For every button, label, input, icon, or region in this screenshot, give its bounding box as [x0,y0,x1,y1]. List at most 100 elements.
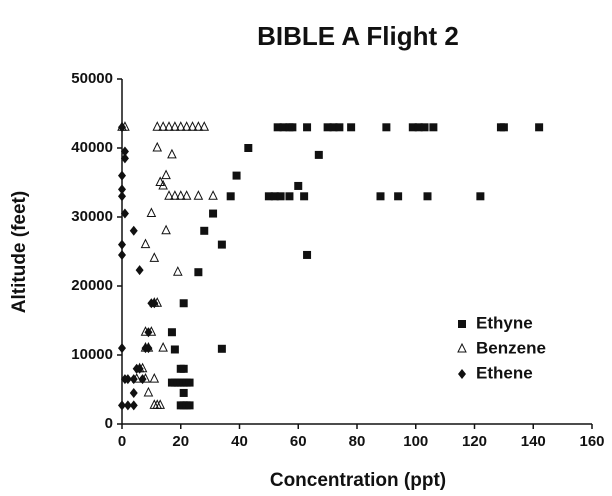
point [161,224,171,235]
x-tick-label: 120 [462,433,487,450]
point [118,239,126,250]
x-tick-label: 100 [403,433,428,450]
point [146,207,157,218]
point [152,121,163,131]
point [138,374,147,385]
point [143,386,154,397]
point [158,179,168,190]
point [167,148,177,159]
x-tick-label: 20 [172,433,189,450]
legend-label: Ethene [476,363,533,382]
point [294,181,303,190]
y-axis-label: Altitude (feet) [9,191,30,313]
point [129,400,138,411]
x-tick-label: 60 [290,433,307,450]
point [167,328,176,337]
point [181,190,192,200]
point [164,121,174,131]
point [181,121,192,131]
point [179,364,188,373]
point [217,344,226,353]
point [420,123,429,132]
point [199,121,210,131]
point [118,343,126,354]
point [414,123,423,132]
point [323,123,332,132]
point [314,150,323,159]
point [123,400,132,411]
point [155,399,165,409]
point [476,192,485,201]
point [285,192,294,201]
point [118,170,126,181]
point [200,226,209,235]
point [152,141,163,152]
chart-title: BIBLE A Flight 2 [257,21,459,51]
point [164,190,174,200]
point [170,190,180,200]
point [120,208,129,219]
point [303,123,312,132]
point [226,192,235,201]
point [535,123,544,132]
x-tick-label: 140 [521,433,546,450]
point [382,123,391,132]
point [179,388,188,397]
point [185,401,194,410]
point [264,192,273,201]
x-axis-label: Concentration (ppt) [270,470,446,491]
point [217,240,226,249]
point [118,122,126,133]
point [155,176,165,186]
legend-marker [457,342,467,353]
point [376,192,385,201]
point [149,252,160,262]
point [140,238,151,249]
point [120,146,129,157]
y-tick-label: 20000 [71,277,113,294]
point [276,192,285,201]
x-tick-label: 40 [231,433,248,450]
x-tick-label: 0 [118,433,126,450]
point [135,265,144,276]
point [170,121,180,131]
point [149,373,160,383]
point [158,341,168,352]
point [423,192,432,201]
point [158,121,168,131]
point [185,378,194,387]
point [161,169,171,180]
y-tick-label: 50000 [71,70,113,87]
point [329,123,338,132]
point [288,123,297,132]
legend-marker [458,369,466,379]
y-tick-label: 10000 [71,346,113,363]
point [118,191,126,202]
y-tick-label: 30000 [71,208,113,225]
point [394,192,403,201]
point [150,298,159,309]
point [429,123,438,132]
point [347,123,356,132]
point [129,225,138,236]
point [118,400,126,411]
y-tick-label: 0 [105,415,113,432]
point [499,123,508,132]
point [118,249,126,260]
legend-marker [458,320,466,328]
x-tick-label: 160 [579,433,604,450]
point [208,190,218,200]
point [232,171,241,180]
point [194,268,203,277]
point [179,299,188,308]
point [279,123,288,132]
point [144,327,153,338]
point [244,144,253,152]
point [187,121,198,131]
x-tick-label: 80 [349,433,366,450]
point [170,345,179,354]
point [118,184,126,195]
point [335,123,344,132]
point [193,121,204,131]
